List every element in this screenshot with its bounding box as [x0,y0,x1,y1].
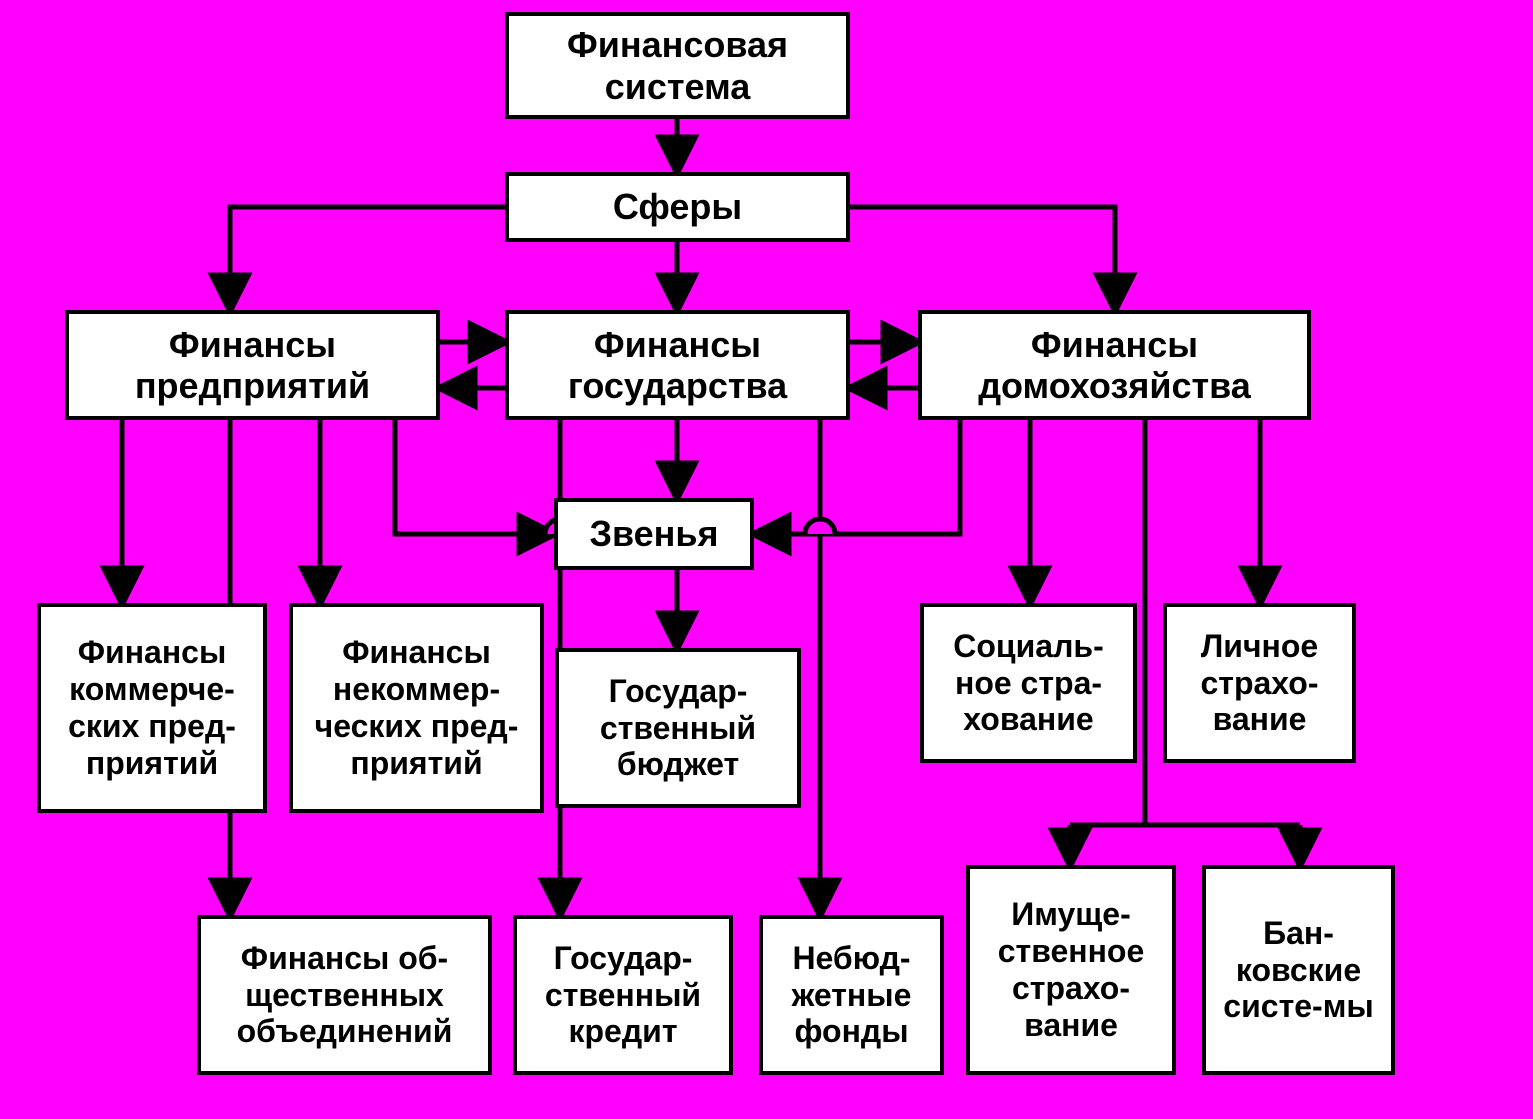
node-label: Сферы [613,186,742,227]
node-label: Личное страхо-вание [1177,628,1342,738]
node-links: Звенья [554,498,754,570]
node-label: Небюд-жетные фонды [773,940,930,1050]
node-fin_commercial: Финансы коммерче-ских пред-приятий [37,603,267,813]
edge-spheres-households [850,207,1115,310]
node-label: Финансы коммерче-ских пред-приятий [51,634,253,781]
node-fin_noncomm: Финансы некоммер-ческих пред-приятий [289,603,544,813]
node-bank_sys: Бан-ковские систе-мы [1202,865,1395,1075]
node-fin_enterprises: Финансы предприятий [65,310,440,420]
edge-jump [805,519,835,534]
node-label: Финансы государства [519,324,836,407]
node-label: Государ-ственный бюджет [569,673,787,783]
node-label: Финансы домохозяйства [932,324,1297,407]
node-label: Бан-ковские систе-мы [1216,915,1381,1025]
node-state_budget: Государ-ственный бюджет [555,648,801,808]
node-label: Имуще-ственное страхо-вание [980,896,1162,1043]
node-fin_households: Финансы домохозяйства [918,310,1311,420]
node-label: Финансы предприятий [79,324,426,407]
node-state_credit: Государ-ственный кредит [513,915,733,1075]
node-spheres: Сферы [505,172,850,242]
node-label: Финансы об-щественных объединений [211,940,478,1050]
edge-house-links [754,420,960,534]
node-property_ins: Имуще-ственное страхо-вание [966,865,1176,1075]
node-label: Звенья [589,513,718,554]
node-root: Финансовая система [505,12,850,119]
node-label: Финансовая система [519,24,836,107]
node-personal_ins: Личное страхо-вание [1163,603,1356,763]
node-label: Социаль-ное стра-хование [934,628,1123,738]
edge-ent-links [395,420,554,534]
node-label: Государ-ственный кредит [527,940,719,1050]
node-social_ins: Социаль-ное стра-хование [920,603,1137,763]
node-fin_assoc: Финансы об-щественных объединений [197,915,492,1075]
node-offbudget: Небюд-жетные фонды [759,915,944,1075]
node-label: Финансы некоммер-ческих пред-приятий [303,634,530,781]
edge-spheres-enterprises [230,207,505,310]
node-fin_state: Финансы государства [505,310,850,420]
